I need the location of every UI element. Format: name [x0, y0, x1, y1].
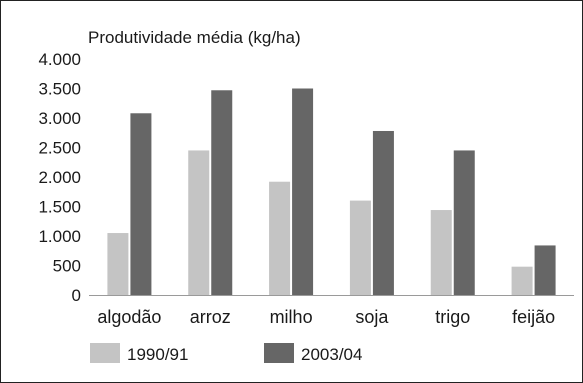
bars: [107, 88, 556, 296]
category-label: soja: [355, 307, 389, 327]
y-axis: 0 500 1.000 1.500 2.000 2.500 3.000 3.500 4.000: [38, 50, 81, 305]
bar-milho-1990-91: [269, 181, 291, 295]
y-tick-label: 500: [53, 257, 81, 276]
category-label: trigo: [435, 307, 470, 327]
y-tick-label: 0: [72, 286, 81, 305]
x-axis: algodão arroz milho soja trigo feijão: [89, 295, 574, 327]
bar-feijão-2003-04: [534, 245, 556, 295]
bar-milho-2003-04: [292, 88, 314, 295]
bar-trigo-2003-04: [453, 150, 475, 295]
y-tick-label: 2.500: [38, 139, 81, 158]
category-label: milho: [270, 307, 313, 327]
legend-swatch: [264, 343, 294, 363]
bar-algodão-1990-91: [107, 233, 129, 295]
category-label: feijão: [512, 307, 555, 327]
y-tick-label: 4.000: [38, 50, 81, 69]
legend-swatch: [90, 343, 120, 363]
y-tick-label: 1.000: [38, 227, 81, 246]
category-label: algodão: [97, 307, 161, 327]
y-tick-label: 2.000: [38, 168, 81, 187]
legend: 1990/91 2003/04: [90, 343, 362, 364]
y-tick-label: 3.000: [38, 109, 81, 128]
y-tick-label: 1.500: [38, 198, 81, 217]
category-label: arroz: [190, 307, 231, 327]
bar-soja-2003-04: [372, 130, 394, 295]
legend-label: 1990/91: [127, 345, 188, 364]
bar-arroz-1990-91: [188, 150, 210, 295]
bar-algodão-2003-04: [130, 113, 152, 295]
chart-title: Produtividade média (kg/ha): [88, 28, 301, 47]
y-tick-label: 3.500: [38, 80, 81, 99]
bar-soja-1990-91: [349, 200, 371, 295]
bar-feijão-1990-91: [511, 266, 533, 295]
bar-arroz-2003-04: [211, 90, 233, 296]
legend-label: 2003/04: [301, 345, 362, 364]
bar-trigo-1990-91: [430, 210, 452, 295]
